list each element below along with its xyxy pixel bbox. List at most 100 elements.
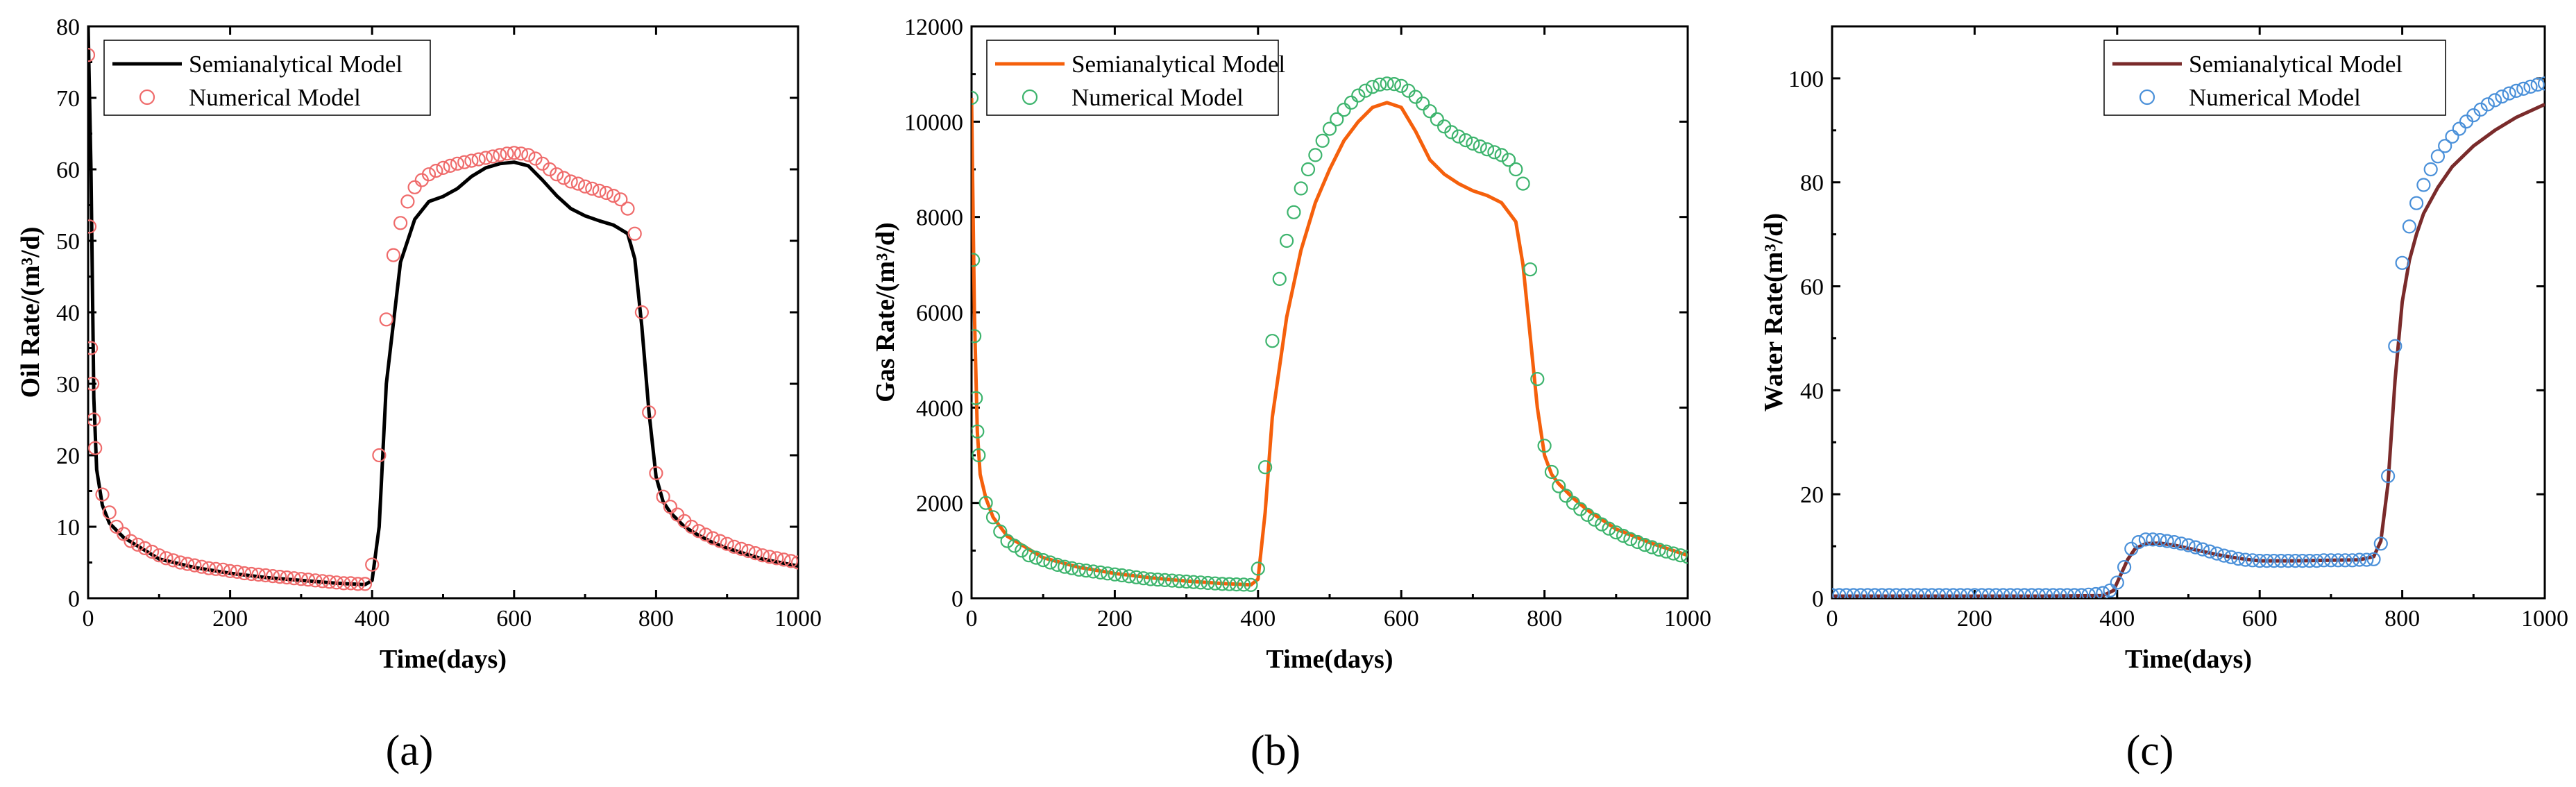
- data-point-numerical: [741, 543, 756, 559]
- x-tick-label: 0: [1827, 606, 1838, 632]
- legend-box: [103, 40, 431, 116]
- data-point-numerical: [1832, 588, 1847, 598]
- x-axis-title: Time(days): [2125, 645, 2252, 674]
- data-point-numerical: [550, 167, 564, 182]
- data-point-numerical: [2352, 552, 2367, 567]
- data-point-numerical: [2195, 542, 2210, 557]
- y-tick-label: 6000: [916, 301, 963, 326]
- data-point-numerical: [365, 557, 380, 572]
- data-point-numerical: [124, 534, 138, 548]
- data-point-numerical: [2502, 86, 2516, 101]
- data-point-numerical: [2438, 139, 2452, 153]
- data-point-numerical: [166, 553, 180, 568]
- data-point-numerical: [720, 536, 734, 551]
- data-point-numerical: [1380, 76, 1394, 91]
- data-point-numerical: [280, 570, 294, 585]
- data-point-numerical: [1129, 570, 1144, 584]
- data-point-numerical: [1953, 588, 1967, 598]
- data-point-numerical: [1882, 588, 1897, 598]
- data-point-numerical: [1279, 233, 1294, 248]
- data-point-numerical: [1602, 521, 1616, 536]
- data-point-numerical: [244, 566, 259, 582]
- data-point-numerical: [500, 146, 514, 161]
- data-point-numerical: [1516, 176, 1530, 191]
- data-point-numerical: [308, 573, 323, 588]
- x-tick-label: 200: [1097, 606, 1133, 632]
- data-point-numerical: [2060, 588, 2074, 598]
- data-point-numerical: [1394, 78, 1409, 93]
- data-point-numerical: [145, 544, 160, 559]
- data-point-numerical: [1630, 534, 1645, 550]
- data-point-numerical: [1108, 567, 1122, 582]
- data-point-numerical: [1172, 574, 1187, 589]
- data-point-numerical: [88, 48, 96, 62]
- data-point-numerical: [1179, 574, 1194, 589]
- panel-label: (a): [386, 727, 434, 775]
- data-point-numerical: [1587, 512, 1602, 527]
- data-point-numerical: [464, 153, 479, 168]
- data-point-numerical: [2323, 553, 2338, 568]
- chart-panel-1: 0 200 400 600 800 1000 0 10 20 30 40 50 60 70 80 Time(d…: [16, 15, 822, 775]
- data-point-numerical: [762, 550, 777, 564]
- data-point-numerical: [2203, 544, 2217, 559]
- x-tick-label: 400: [1240, 606, 1276, 632]
- data-point-numerical: [557, 171, 571, 185]
- y-axis-title: Gas Rate/(m³/d): [871, 222, 900, 402]
- data-point-numerical: [1974, 588, 1989, 598]
- y-tick-label: 30: [56, 372, 80, 398]
- data-point-numerical: [443, 158, 457, 173]
- legend-label: Numerical Model: [2189, 84, 2361, 111]
- x-tick-label: 600: [496, 606, 532, 632]
- data-point-numerical: [2266, 553, 2281, 568]
- data-point-numerical: [1609, 525, 1623, 540]
- data-point-numerical: [1093, 565, 1108, 580]
- legend-label: Numerical Model: [1071, 84, 1244, 111]
- y-tick-label: 12000: [904, 15, 963, 40]
- data-point-numerical: [972, 329, 982, 344]
- data-point-numerical: [2146, 532, 2160, 547]
- data-point-numerical: [1946, 588, 1960, 598]
- data-point-numerical: [656, 489, 670, 504]
- data-point-numerical: [2281, 553, 2296, 568]
- data-point-numerical: [2273, 553, 2289, 568]
- legend-label: Semianalytical Model: [1071, 51, 1285, 78]
- data-point-numerical: [606, 189, 621, 203]
- data-point-numerical: [159, 551, 173, 566]
- x-tick-label: 400: [355, 606, 390, 632]
- data-point-numerical: [1022, 548, 1036, 563]
- data-point-numerical: [1889, 588, 1904, 598]
- data-point-numerical: [1251, 561, 1265, 576]
- data-point-numerical: [2039, 588, 2053, 598]
- legend-box: [986, 40, 1279, 116]
- x-tick-label: 600: [2242, 606, 2278, 632]
- x-tick-label: 0: [83, 606, 94, 632]
- data-point-numerical: [357, 577, 373, 591]
- data-point-numerical: [599, 185, 613, 201]
- data-point-numerical: [315, 574, 330, 589]
- data-point-numerical: [2488, 93, 2502, 108]
- data-point-numerical: [1257, 460, 1273, 475]
- data-point-numerical: [1480, 142, 1495, 157]
- data-point-numerical: [1861, 588, 1875, 598]
- data-point-numerical: [613, 192, 628, 207]
- data-point-numerical: [2516, 81, 2531, 96]
- data-point-numerical: [1645, 540, 1659, 555]
- legend-box: [2103, 40, 2446, 116]
- data-point-numerical: [755, 548, 770, 563]
- data-point-numerical: [2409, 196, 2424, 210]
- x-tick-label: 600: [1384, 606, 1419, 632]
- data-point-numerical: [577, 179, 593, 194]
- data-point-numerical: [1036, 552, 1051, 568]
- x-tick-label: 800: [1527, 606, 1562, 632]
- data-point-numerical: [985, 510, 1001, 525]
- data-point-numerical: [2138, 532, 2153, 547]
- data-point-numerical: [322, 575, 337, 589]
- data-point-numerical: [2074, 588, 2089, 598]
- data-point-numerical: [1466, 136, 1480, 151]
- plot-data: [972, 76, 1688, 592]
- data-point-numerical: [2316, 553, 2331, 568]
- legend: Semianalytical Model Numerical Model: [986, 40, 1285, 116]
- data-point-numerical: [1430, 112, 1444, 126]
- data-point-numerical: [585, 181, 600, 196]
- data-point-numerical: [429, 164, 443, 178]
